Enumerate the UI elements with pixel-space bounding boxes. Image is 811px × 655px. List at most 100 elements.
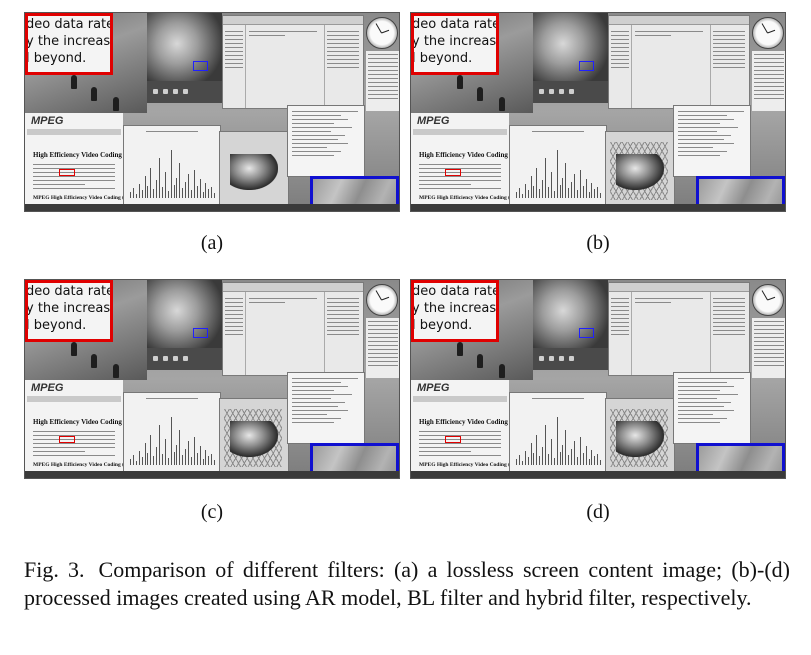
3d-surface-window (605, 131, 675, 211)
chart-bar (185, 449, 187, 465)
file-list (752, 318, 785, 378)
chart-bar (193, 170, 195, 198)
mpeg-logo: MPEG (417, 382, 450, 394)
chart-bar (190, 457, 192, 465)
chart-bar (164, 439, 166, 465)
chart-bar (547, 454, 549, 465)
zoom-text-line: y the increased (26, 301, 111, 316)
chart-bar (588, 459, 590, 465)
screen-desktop: MPEG High Efficiency Video Coding MPEG H… (25, 13, 399, 211)
cat-video-frame (533, 280, 608, 348)
file-list (752, 51, 785, 111)
chart-bar (167, 191, 169, 198)
text-highlight-box (445, 169, 461, 176)
chart-bar (585, 446, 587, 465)
chart-bar (193, 437, 195, 465)
chart-bar (562, 445, 564, 465)
mpeg-logo: MPEG (417, 115, 450, 127)
bar-chart-bars (516, 140, 602, 198)
chart-bar (188, 174, 189, 198)
chart-bar (173, 452, 175, 465)
chart-bar (159, 158, 160, 198)
chart-bar (530, 176, 532, 198)
chart-bar (576, 457, 578, 465)
chart-bar (188, 441, 189, 465)
chart-bar (579, 437, 581, 465)
ide-window (222, 15, 364, 109)
chart-bar (147, 186, 149, 198)
mpeg-logo: MPEG (31, 115, 64, 127)
mpeg-webpage: MPEG High Efficiency Video Coding MPEG H… (25, 113, 132, 211)
mpeg-webpage: MPEG High Efficiency Video Coding MPEG H… (25, 380, 132, 478)
player-figure (113, 97, 119, 111)
text-zoom-box: deo data rate y the increased l beyond. (411, 280, 499, 342)
chart-bar (202, 192, 204, 198)
player-figure (477, 354, 483, 368)
chart-bar (170, 150, 172, 198)
bar-chart-bars (516, 407, 602, 465)
chart-bar (536, 168, 538, 198)
text-highlight-box (445, 436, 461, 443)
webpage-subtitle: MPEG High Efficiency Video Coding (HE (419, 195, 518, 201)
chart-bar (159, 425, 160, 465)
player-figure (113, 364, 119, 378)
zoom-text-line: deo data rate (26, 17, 113, 32)
chart-bar (524, 451, 526, 465)
ide-window (608, 15, 750, 109)
panel-d-image: MPEG High Efficiency Video Coding MPEG H… (410, 279, 786, 479)
chart-bar (144, 443, 146, 465)
chart-bar (205, 450, 207, 465)
chart-bar (135, 461, 137, 465)
ide-window (608, 282, 750, 376)
caption-text: Comparison of different filters: (a) a l… (24, 557, 790, 610)
mpeg-webpage: MPEG High Efficiency Video Coding MPEG H… (411, 113, 518, 211)
chart-bar (574, 174, 575, 198)
cat-highlight-box (193, 328, 208, 338)
chart-bar (516, 459, 517, 465)
player-figure (91, 87, 97, 101)
dock-bar (411, 204, 785, 211)
chart-bar (545, 158, 546, 198)
chart-bar (132, 455, 134, 465)
chart-bar (553, 191, 555, 198)
player-figure (477, 87, 483, 101)
chart-bar (132, 188, 134, 198)
3d-surface-window (219, 131, 289, 211)
chart-bar (539, 456, 541, 465)
chart-bar (176, 178, 178, 198)
chart-bar (199, 179, 201, 198)
screen-desktop: MPEG High Efficiency Video Coding MPEG H… (411, 280, 785, 478)
chart-bar (536, 435, 538, 465)
chart-bar (585, 179, 587, 198)
media-player-controls (533, 348, 608, 370)
chart-bar (205, 183, 207, 198)
chart-bar (196, 453, 198, 465)
chart-bar (211, 187, 213, 198)
chart-bar (565, 163, 567, 198)
chart-bar (185, 182, 187, 198)
surface-plot (616, 421, 664, 457)
chart-bar (176, 445, 178, 465)
player-figure (499, 97, 505, 111)
media-player-controls (147, 348, 222, 370)
chart-bar (579, 170, 581, 198)
file-list (366, 51, 399, 111)
3d-surface-window (605, 398, 675, 478)
screen-desktop: MPEG High Efficiency Video Coding MPEG H… (25, 280, 399, 478)
player-figure (457, 75, 463, 89)
chart-bar (600, 193, 602, 198)
chart-bar (153, 189, 155, 198)
player-figure (71, 75, 77, 89)
code-window (287, 105, 365, 177)
zoom-text-line: l beyond. (412, 51, 473, 66)
text-highlight-box (59, 436, 75, 443)
webpage-title: High Efficiency Video Coding (419, 418, 508, 426)
chart-bar (138, 451, 140, 465)
webpage-title: High Efficiency Video Coding (33, 151, 122, 159)
chart-bar (196, 186, 198, 198)
chart-bar (576, 190, 578, 198)
chart-bar (553, 458, 555, 465)
chart-bar (170, 417, 172, 465)
zoom-text-line: l beyond. (26, 318, 87, 333)
chart-bar (582, 453, 584, 465)
